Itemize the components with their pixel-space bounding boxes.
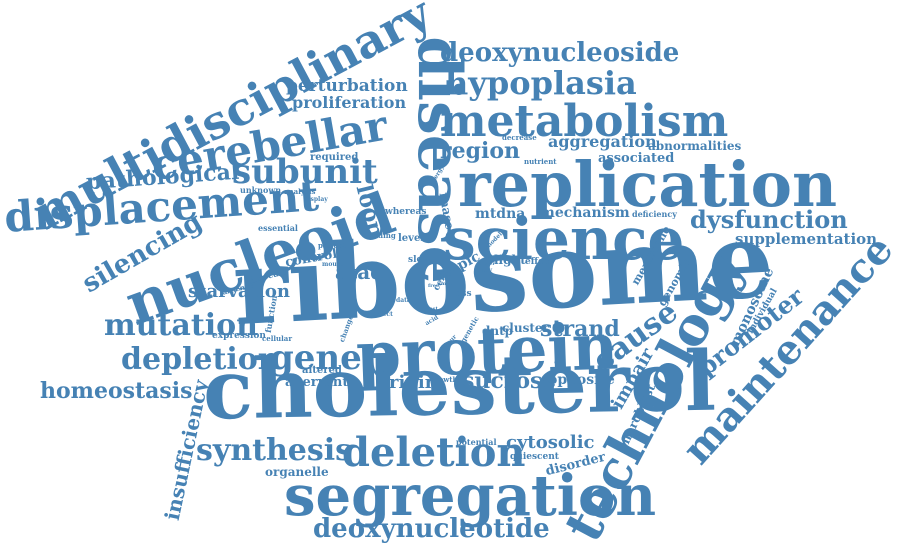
word-opposite: opposite — [548, 372, 615, 388]
word-homeostasis: homeostasis — [40, 378, 193, 404]
word-aberrant: aberrant — [285, 375, 349, 390]
word-data: data — [396, 297, 411, 304]
word-supplementation: supplementation — [735, 230, 878, 248]
word-cluster: cluster — [502, 321, 549, 335]
word-required: required — [310, 152, 359, 163]
word-sucrose: sucrose — [462, 368, 557, 394]
word-hypoplasia: hypoplasia — [445, 64, 637, 102]
word-associated: associated — [598, 151, 675, 166]
word-analysis: analysis — [284, 187, 316, 196]
word-patient: patient — [318, 241, 347, 250]
word-organelle: organelle — [265, 465, 329, 479]
word-subunit: subunit — [232, 152, 378, 192]
word-most: most — [424, 306, 438, 312]
word-level: level — [398, 233, 425, 244]
word-mutation: mutation — [104, 308, 258, 343]
word-light: light — [494, 253, 526, 267]
word-quiescent: quiescent — [510, 452, 559, 462]
word-abnormalities: abnormalities — [648, 139, 742, 153]
word-display: display — [304, 196, 328, 203]
word-loss: loss — [452, 289, 472, 299]
word-origin: origin — [377, 372, 438, 393]
word-synthesis: synthesis — [196, 433, 353, 468]
word-mtdna: mtdna — [475, 206, 526, 222]
word-science: science — [443, 205, 685, 273]
word-unknown: unknown — [240, 185, 282, 195]
word-atad: atad — [335, 260, 385, 284]
word-deficiency: deficiency — [632, 209, 677, 219]
word-replication: replication — [458, 148, 838, 221]
word-potential: potential — [456, 437, 497, 447]
word-dysfunction: dysfunction — [690, 205, 848, 234]
word-mouse: mouse — [322, 261, 344, 268]
word-altered: altered — [302, 365, 342, 376]
word-deoxynucleoside: deoxynucleoside — [440, 38, 680, 68]
word-perturbation: perturbation — [286, 76, 408, 96]
word-essential: essential — [258, 223, 298, 233]
word-region: region — [440, 138, 520, 164]
word-inner: inner — [480, 261, 495, 267]
word-cellular: cellular — [262, 334, 293, 343]
word-effect: effect — [525, 257, 554, 267]
word-cytosolic: cytosolic — [506, 432, 595, 453]
word-small: small — [438, 281, 454, 287]
word-whereas: whereas — [385, 207, 427, 217]
word-defect: defect — [372, 311, 393, 318]
word-finding: finding — [368, 231, 396, 240]
word-mechanism: mechanism — [540, 205, 630, 221]
word-segregation: segregation — [284, 463, 657, 529]
word-free: free — [428, 283, 440, 289]
word-decrease: decrease — [502, 133, 537, 142]
word-slow: slow — [408, 255, 431, 265]
word-starvation: starvation — [188, 281, 290, 302]
word-deoxynucleotide: deoxynucleotide — [313, 514, 550, 544]
word-metabolism: metabolism — [440, 96, 729, 147]
word-depletion: depletion — [121, 342, 280, 377]
word-expression: expression — [212, 331, 266, 341]
word-gene: gene — [270, 338, 362, 378]
word-aggregation: aggregation — [548, 132, 657, 151]
word-growth: growth — [430, 375, 458, 384]
word-deletion: deletion — [342, 429, 526, 476]
word-nutrient: nutrient — [524, 157, 557, 166]
word-dntp: dntp — [482, 324, 514, 338]
word-proliferation: proliferation — [292, 93, 407, 112]
word-strand: strand — [540, 316, 620, 342]
word-many: many — [474, 267, 493, 274]
